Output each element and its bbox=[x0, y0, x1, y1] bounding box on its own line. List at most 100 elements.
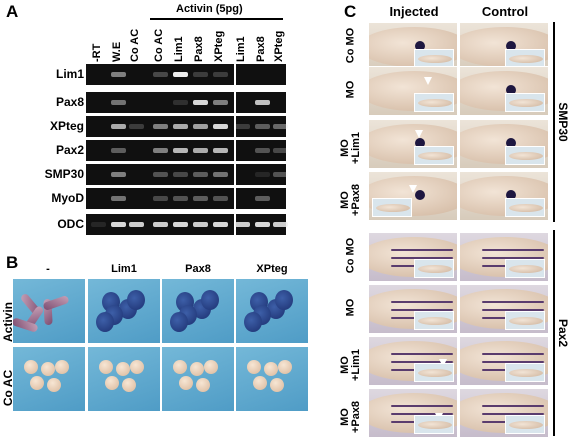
explant bbox=[96, 312, 115, 332]
pax2-stain bbox=[482, 309, 544, 311]
lane-label: -RT bbox=[91, 43, 103, 62]
gel-row bbox=[86, 64, 317, 85]
explant bbox=[99, 360, 114, 375]
gel-row bbox=[86, 164, 317, 185]
gel-band bbox=[193, 222, 208, 227]
whole-embryo-inset bbox=[414, 93, 454, 112]
pax2-stain bbox=[482, 257, 544, 259]
panel-c-row-label: MO +Pax8 bbox=[339, 400, 362, 434]
activin-explant-image bbox=[161, 278, 235, 344]
panel-c-row-label: Co MO bbox=[344, 237, 357, 274]
gel-band bbox=[255, 222, 270, 227]
pax2-bracket bbox=[553, 230, 555, 436]
whole-embryo-inset bbox=[414, 146, 454, 165]
panel-c-col-injected: Injected bbox=[389, 4, 439, 19]
gel-band bbox=[173, 100, 188, 105]
gel-divider bbox=[315, 188, 317, 209]
gene-label: Lim1 bbox=[55, 67, 84, 81]
gene-label: Pax8 bbox=[55, 95, 84, 109]
panel-c-row-label: MO bbox=[344, 80, 357, 99]
whole-embryo-inset bbox=[505, 311, 545, 330]
gel-divider bbox=[234, 188, 236, 209]
gel-band bbox=[213, 222, 228, 227]
gel-band bbox=[129, 124, 144, 129]
injected-embryo-image bbox=[368, 284, 458, 334]
inset-embryo bbox=[509, 99, 543, 107]
inset-embryo bbox=[418, 317, 452, 325]
panel-c-row-label: Co MO bbox=[344, 27, 357, 64]
pax2-stain bbox=[391, 309, 453, 311]
whole-embryo-inset bbox=[414, 363, 454, 382]
gel-band bbox=[193, 124, 208, 129]
inset-embryo bbox=[418, 55, 452, 63]
inset-embryo bbox=[509, 152, 543, 160]
explant bbox=[130, 360, 144, 375]
pax2-stain bbox=[391, 413, 453, 415]
inset-embryo bbox=[418, 265, 452, 273]
gel-band bbox=[153, 124, 168, 129]
gel-divider bbox=[234, 64, 236, 85]
gel-divider bbox=[234, 116, 236, 137]
gel-divider bbox=[315, 140, 317, 161]
gel-band bbox=[153, 148, 168, 153]
explant bbox=[178, 375, 193, 390]
smp30-stain bbox=[506, 41, 516, 51]
panel-c-row-label: MO bbox=[344, 298, 357, 317]
whole-embryo-inset bbox=[505, 198, 545, 217]
explant bbox=[55, 360, 69, 375]
panel-b-col-empty: - bbox=[46, 263, 50, 275]
gel-band bbox=[235, 222, 250, 227]
gel-row bbox=[86, 188, 317, 209]
gel-band bbox=[173, 72, 188, 77]
control-explant-image bbox=[161, 346, 235, 412]
panel-c-row-label: MO +Lim1 bbox=[339, 131, 362, 165]
pax2-stain bbox=[482, 361, 544, 363]
inset-embryo bbox=[418, 421, 452, 429]
explant bbox=[46, 377, 61, 392]
inset-embryo bbox=[509, 55, 543, 63]
gene-label: XPteg bbox=[49, 119, 84, 133]
arrowhead-icon bbox=[409, 185, 417, 193]
gel-band bbox=[273, 172, 288, 177]
inset-embryo bbox=[509, 204, 543, 212]
lane-label: Lim1 bbox=[173, 36, 185, 62]
whole-embryo-inset bbox=[505, 93, 545, 112]
gel-divider bbox=[234, 164, 236, 185]
gel-divider bbox=[315, 164, 317, 185]
gel-band bbox=[173, 124, 188, 129]
panel-c-row-label: MO +Lim1 bbox=[339, 348, 362, 382]
activin-header: Activin (5pg) bbox=[176, 3, 243, 15]
gel-band bbox=[193, 148, 208, 153]
injected-embryo-image bbox=[368, 66, 458, 116]
activin-explant-image bbox=[235, 278, 309, 344]
explant bbox=[121, 377, 136, 392]
lane-label: W.E bbox=[111, 41, 123, 62]
whole-embryo-inset bbox=[414, 311, 454, 330]
activin-bracket bbox=[150, 18, 283, 20]
pax2-stain bbox=[482, 353, 544, 355]
gel-row bbox=[86, 214, 317, 235]
gel-band bbox=[273, 124, 288, 129]
smp30-stain bbox=[415, 41, 425, 51]
gel-row bbox=[86, 140, 317, 161]
gel-band bbox=[111, 148, 126, 153]
gel-band bbox=[213, 196, 228, 201]
whole-embryo-inset bbox=[505, 363, 545, 382]
gel-band bbox=[273, 222, 288, 227]
smp30-stain bbox=[415, 190, 425, 200]
panel-b-col-pax8: Pax8 bbox=[185, 263, 211, 275]
explant bbox=[42, 294, 70, 312]
explant bbox=[275, 290, 294, 310]
arrowhead-icon bbox=[424, 77, 432, 85]
inset-embryo bbox=[418, 152, 452, 160]
explant bbox=[264, 362, 278, 377]
gel-band bbox=[193, 172, 208, 177]
pax2-stain bbox=[391, 405, 453, 407]
pax2-stain bbox=[391, 301, 453, 303]
explant bbox=[204, 360, 218, 375]
gel-band bbox=[173, 172, 188, 177]
whole-embryo-inset bbox=[414, 415, 454, 434]
marker-pax2: Pax2 bbox=[556, 318, 570, 348]
whole-embryo-inset bbox=[505, 259, 545, 278]
injected-embryo-image bbox=[368, 22, 458, 72]
